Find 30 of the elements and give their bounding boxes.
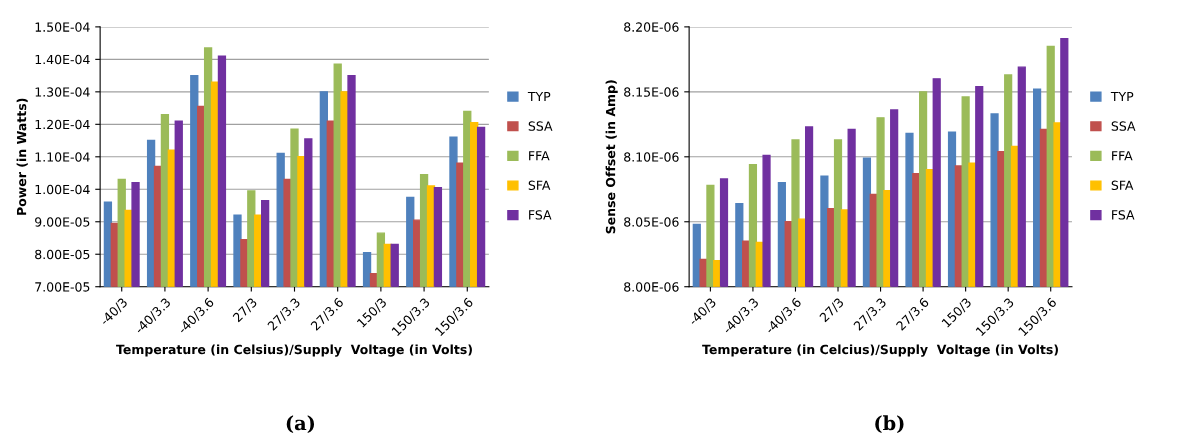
y-tick-label: 8.10E-06 — [624, 152, 679, 162]
y-tick-label: 7.00E-05 — [35, 282, 90, 292]
y-tick-label: 8.05E-06 — [624, 217, 679, 227]
x-axis-title: Temperature (in Celcius)/Supply Voltage (in Volts) — [702, 344, 1058, 357]
y-tick-label: 1.40E-04 — [35, 54, 90, 65]
legend-label: SFA — [528, 180, 551, 191]
text: (b) — [875, 415, 904, 434]
y-axis-title: Power (in Watts) — [16, 98, 28, 215]
y-tick-label: 1.50E-04 — [35, 22, 90, 32]
y-tick-label: 1.20E-04 — [35, 119, 90, 130]
legend-label: SSA — [1111, 121, 1136, 131]
legend-label: SSA — [528, 121, 553, 131]
y-tick-label: 8.20E-06 — [624, 22, 679, 32]
y-tick-label: 1.00E-04 — [35, 184, 90, 195]
legend-label: FSA — [1112, 210, 1135, 220]
legend-label: FSA — [529, 210, 552, 220]
y-tick-label: 1.30E-04 — [35, 87, 90, 97]
legend-label: FFA — [529, 151, 550, 161]
legend-label: TYP — [1110, 91, 1134, 102]
y-tick-label: 1.10E-04 — [35, 152, 90, 162]
y-tick-label: 8.00E-05 — [35, 249, 90, 260]
y-tick-label: 8.00E-06 — [624, 282, 679, 292]
y-tick-label: 8.15E-06 — [624, 87, 679, 97]
y-axis-title: Sense Offset (in Amp) — [605, 80, 618, 234]
legend-label: FFA — [1112, 151, 1133, 161]
text: (a) — [286, 415, 315, 434]
x-axis-title: Temperature (in Celsius)/Supply Voltage (in Volts) — [116, 344, 472, 357]
legend-label: TYP — [527, 91, 551, 102]
legend-label: SFA — [1111, 180, 1134, 191]
y-tick-label: 9.00E-05 — [35, 217, 90, 227]
